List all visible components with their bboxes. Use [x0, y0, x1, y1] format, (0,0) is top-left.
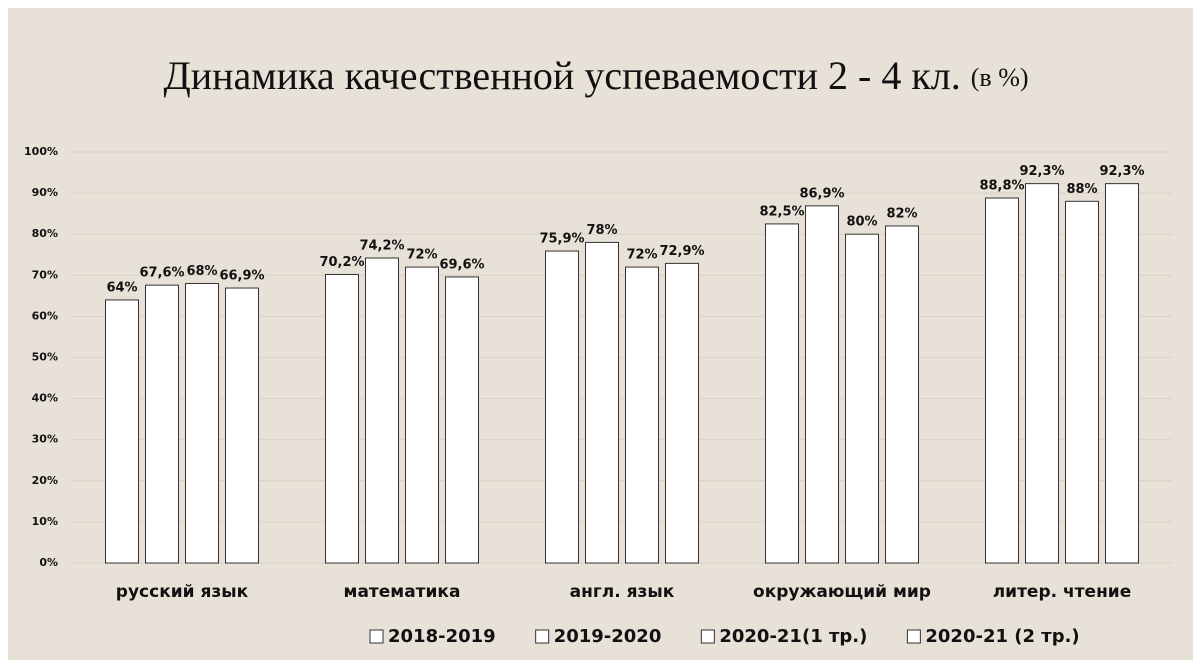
legend-swatch: [535, 629, 550, 644]
y-tick-label: 80%: [32, 227, 58, 240]
data-label: 72%: [626, 248, 657, 263]
x-tick-label: англ. язык: [570, 582, 675, 602]
y-tick-label: 50%: [32, 351, 58, 364]
bar: [365, 257, 399, 564]
data-label: 67,6%: [139, 266, 184, 281]
data-label: 88%: [1066, 182, 1097, 197]
x-tick-label: литер. чтение: [993, 582, 1132, 602]
data-label: 92,3%: [1099, 164, 1144, 179]
x-tick-label: окружающий мир: [753, 582, 931, 602]
bar: [225, 287, 259, 564]
legend-swatch: [906, 629, 921, 644]
y-tick-label: 90%: [32, 186, 58, 199]
data-label: 68%: [186, 264, 217, 279]
data-label: 66,9%: [219, 269, 264, 284]
x-tick-label: русский язык: [116, 582, 249, 602]
data-label: 72,9%: [659, 244, 704, 259]
bar: [145, 284, 179, 564]
data-label: 69,6%: [439, 257, 484, 272]
chart-title: Динамика качественной успеваемости 2 - 4…: [163, 53, 1028, 98]
data-label: 75,9%: [539, 232, 584, 247]
bar: [325, 273, 359, 564]
data-label: 70,2%: [319, 255, 364, 270]
bar: [545, 250, 579, 564]
bar: [1065, 200, 1099, 564]
title-note: (в %): [971, 63, 1029, 92]
data-label: 82%: [886, 206, 917, 221]
y-tick-label: 70%: [32, 268, 58, 281]
legend-swatch: [369, 629, 384, 644]
bar: [845, 233, 879, 564]
legend-swatch: [700, 629, 715, 644]
y-tick-label: 20%: [32, 474, 58, 487]
data-label: 74,2%: [359, 239, 404, 254]
y-tick-label: 30%: [32, 433, 58, 446]
bar: [445, 276, 479, 564]
bar: [105, 299, 139, 564]
bar: [625, 266, 659, 564]
legend-label: 2020-21 (2 тр.): [925, 626, 1079, 647]
bar: [1105, 183, 1139, 564]
title-main: Динамика качественной успеваемости 2 - 4…: [163, 53, 960, 98]
data-label: 64%: [106, 280, 137, 295]
bar: [185, 283, 219, 564]
y-tick-label: 40%: [32, 392, 58, 405]
data-label: 88,8%: [979, 179, 1024, 194]
legend-label: 2019-2020: [554, 626, 662, 647]
y-tick-label: 0%: [39, 556, 58, 569]
bar: [665, 262, 699, 564]
bar: [405, 266, 439, 564]
data-label: 72%: [406, 248, 437, 263]
data-label: 78%: [586, 223, 617, 238]
bar: [805, 205, 839, 564]
legend-label: 2018-2019: [388, 626, 496, 647]
bar: [1025, 183, 1059, 564]
data-label: 92,3%: [1019, 164, 1064, 179]
x-tick-label: математика: [344, 582, 461, 602]
data-label: 86,9%: [799, 186, 844, 201]
bar: [585, 241, 619, 564]
bar: [985, 197, 1019, 564]
y-tick-label: 100%: [24, 145, 58, 158]
legend-label: 2020-21(1 тр.): [719, 626, 867, 647]
y-tick-label: 10%: [32, 515, 58, 528]
data-label: 80%: [846, 215, 877, 230]
bar: [765, 223, 799, 564]
bar: [885, 225, 919, 564]
y-tick-label: 60%: [32, 309, 58, 322]
data-label: 82,5%: [759, 204, 804, 219]
